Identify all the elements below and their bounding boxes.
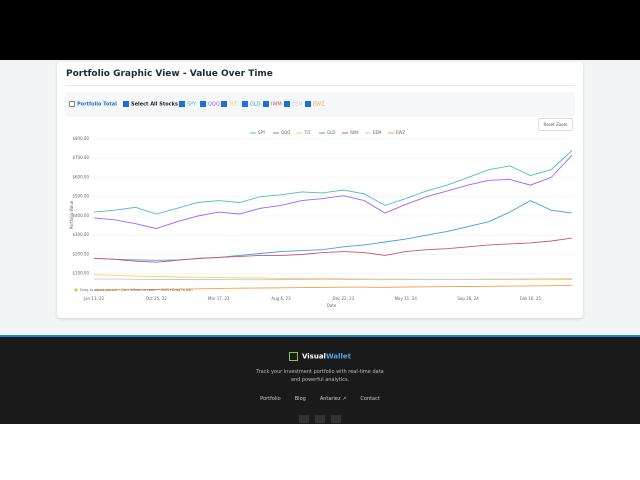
hint-icon — [74, 288, 78, 292]
footer-links: Portfolio Blog Antariez ↗ Contact — [0, 396, 640, 402]
checkbox-label: SPY — [187, 101, 197, 108]
checkbox-label: Portfolio Total — [77, 101, 117, 108]
series-line — [93, 284, 573, 291]
y-tick-label: $800.00 — [72, 136, 89, 141]
footer-link[interactable]: Antariez ↗ — [319, 396, 347, 402]
reset-zoom[interactable]: Reset Zoom — [538, 118, 573, 131]
checkbox — [123, 101, 129, 107]
footer-link[interactable]: Blog — [294, 396, 306, 402]
top-bar — [0, 0, 640, 60]
footer: VisualWallet Track your investment portf… — [0, 335, 640, 424]
brand: VisualWallet — [0, 352, 640, 361]
x-axis-label: Date — [327, 303, 337, 308]
checkbox-label: IWM — [271, 101, 282, 108]
y-tick-label: $200.00 — [72, 251, 89, 256]
checkbox-item[interactable]: SPY — [179, 101, 196, 108]
checkbox-item[interactable]: EWZ — [305, 101, 325, 108]
checkbox — [200, 101, 206, 107]
checkbox — [284, 101, 290, 107]
social-icons — [0, 415, 640, 425]
checkbox — [305, 101, 311, 107]
checkbox — [69, 101, 75, 107]
checkbox-item[interactable]: Portfolio Total — [69, 101, 117, 108]
checkbox — [221, 101, 227, 107]
x-tick-label: Aug 6, 23 — [271, 296, 291, 301]
x-tick-label: Dec 22, 23 — [333, 296, 355, 301]
card-title: Portfolio Graphic View - Value Over Time — [66, 69, 273, 79]
x-tick-label: Oct 25, 22 — [146, 296, 167, 301]
y-tick-label: $500.00 — [72, 194, 89, 199]
checkbox-label: Select All Stocks — [131, 101, 178, 108]
checkbox-label: EWZ — [313, 101, 325, 108]
checkbox-label: TLT — [229, 101, 238, 108]
brand-b: Wallet — [325, 352, 352, 361]
y-axis-label: Portfolio Value — [69, 200, 74, 229]
x-tick-label: Feb 16, 25 — [520, 296, 542, 301]
checkbox-item[interactable]: QQQ — [200, 101, 220, 108]
footer-link[interactable]: Contact — [360, 396, 380, 402]
x-tick-label: Jan 11, 22 — [83, 296, 105, 301]
legend-label: EWZ — [396, 130, 405, 135]
checkbox-item[interactable]: IWM — [263, 101, 282, 108]
series-line — [94, 278, 573, 281]
footer-link[interactable]: Portfolio — [260, 396, 281, 402]
logo — [288, 352, 298, 361]
series-line — [93, 150, 573, 215]
y-tick-label: $300.00 — [72, 232, 89, 237]
checkbox-item[interactable]: GLD — [242, 101, 261, 108]
legend-label: GLD — [327, 130, 335, 135]
checkbox-label: QQQ — [208, 101, 220, 108]
legend-label: SPY — [258, 130, 266, 135]
y-tick-label: $700.00 — [72, 155, 89, 160]
checkbox-item[interactable]: Select All Stocks — [123, 101, 178, 108]
hint: Drag to select period • Ctrl+Wheel to zo… — [80, 288, 193, 292]
chart: SPY QQQ TLT GLD IWM EEM EWZ $100.00 $200.00 $300.… — [69, 130, 573, 308]
checkbox-label: GLD — [250, 101, 261, 108]
legend-label: IWM — [350, 130, 359, 135]
y-tick-label: $400.00 — [72, 213, 89, 218]
series-line — [93, 154, 573, 229]
tagline: and powerful analytics. — [290, 377, 350, 383]
legend-label: QQQ — [281, 130, 290, 135]
tagline: Track your investment portfolio with rea… — [256, 369, 384, 375]
checkbox — [179, 101, 185, 107]
legend-label: EEM — [373, 130, 382, 135]
controls: Portfolio Total Select All Stocks SPY QQQ TL… — [65, 92, 575, 117]
divider — [66, 85, 575, 86]
brand-a: Visual — [301, 352, 326, 361]
series-line — [93, 237, 573, 263]
x-tick-label: Sep 28, 24 — [457, 296, 479, 301]
checkbox — [242, 101, 248, 107]
checkbox-item[interactable]: EEM — [284, 101, 303, 108]
checkbox-item[interactable]: TLT — [221, 101, 237, 108]
legend-label: TLT — [303, 130, 311, 135]
checkbox-label: EEM — [292, 101, 303, 108]
x-tick-label: May 11, 24 — [395, 296, 418, 301]
x-tick-label: Mar 17, 23 — [208, 296, 230, 301]
y-tick-label: $100.00 — [72, 271, 89, 276]
series-line — [93, 200, 573, 261]
y-tick-label: $600.00 — [72, 174, 89, 179]
checkbox — [263, 101, 269, 107]
